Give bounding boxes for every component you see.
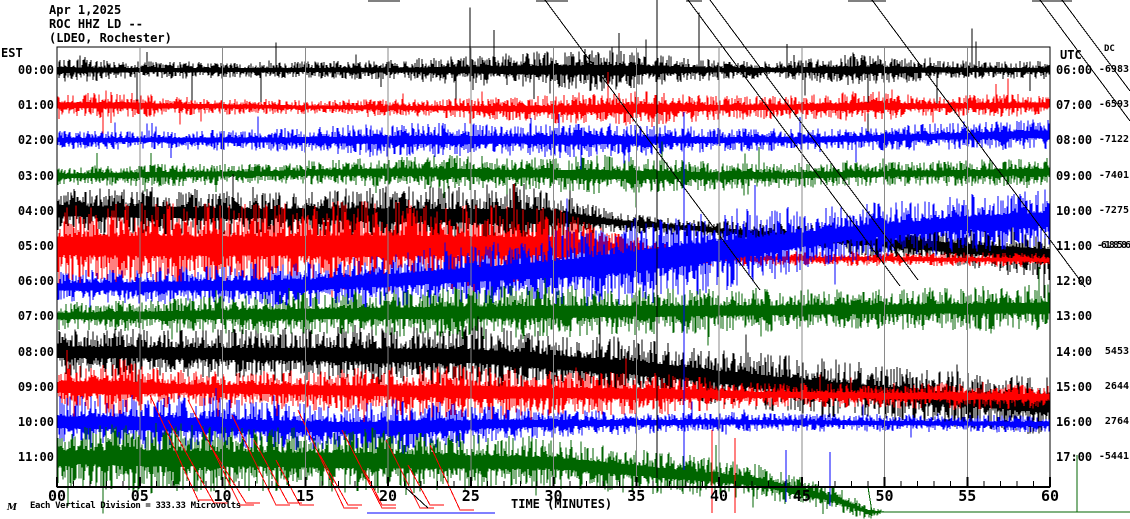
- trace-wrap-line: [253, 439, 302, 504]
- minute-tick-label: 20: [378, 487, 398, 505]
- trace-wrap-line: [149, 394, 212, 501]
- est-hour-label: 09:00: [17, 380, 54, 394]
- est-axis-title: EST: [1, 46, 23, 60]
- est-hour-label: 00:00: [17, 63, 54, 77]
- dc-value-label: -7401: [1098, 170, 1129, 181]
- utc-hour-label: 06:00: [1056, 63, 1093, 77]
- dc-value-label: -7122: [1098, 134, 1129, 145]
- dc-value-label: -6983: [1098, 64, 1129, 75]
- utc-hour-label: 09:00: [1056, 169, 1093, 183]
- trace-wrap-line: [319, 454, 362, 506]
- est-hour-label: 10:00: [17, 415, 54, 429]
- utc-hour-label: 08:00: [1056, 133, 1093, 147]
- minute-tick-label: 25: [461, 487, 480, 505]
- est-hour-label: 05:00: [17, 239, 54, 253]
- grid-layer: [139, 48, 968, 486]
- minute-tick-label: 40: [709, 487, 729, 505]
- trace-wrap-line: [687, 0, 901, 287]
- minute-tick-label: 60: [1040, 487, 1060, 505]
- logo-mark: M: [7, 503, 17, 513]
- minute-tick-label: 10: [213, 487, 232, 505]
- location-label: (LDEO, Rochester): [49, 31, 172, 45]
- trace-wrap-line: [429, 444, 474, 511]
- trace-wrap-line: [407, 464, 444, 506]
- trace-wrap-line: [544, 0, 761, 291]
- trace-wrap-line: [1039, 0, 1130, 122]
- minute-tick-label: 00: [47, 487, 67, 505]
- trace-wrap-line: [1061, 0, 1130, 92]
- trace-wrap-line: [404, 486, 429, 509]
- utc-hour-label: 07:00: [1056, 98, 1093, 112]
- dc-axis-title: DC: [1104, 44, 1115, 54]
- utc-hour-label: 11:00: [1056, 239, 1093, 253]
- trace-wrap-line: [275, 459, 314, 506]
- minute-tick-label: 35: [627, 487, 646, 505]
- minute-tick-label: 30: [544, 487, 563, 505]
- utc-hour-label: 15:00: [1056, 380, 1093, 394]
- utc-hour-label: 13:00: [1056, 309, 1093, 323]
- est-hour-label: 04:00: [17, 204, 54, 218]
- est-hour-label: 02:00: [17, 133, 54, 147]
- utc-hour-label: 14:00: [1056, 345, 1093, 359]
- utc-hour-label: 16:00: [1056, 415, 1093, 429]
- minute-tick-label: 05: [130, 487, 149, 505]
- trace-wrap-line: [187, 399, 254, 506]
- utc-hour-label: 17:00: [1056, 450, 1093, 464]
- utc-hour-label: 10:00: [1056, 204, 1093, 218]
- est-hour-label: 01:00: [17, 98, 54, 112]
- dc-value-label: -7275: [1098, 205, 1129, 216]
- est-hour-label: 11:00: [17, 450, 54, 464]
- trace-wrap-line: [341, 429, 396, 509]
- trace-wrap-line: [167, 419, 228, 504]
- minute-tick-label: 50: [875, 487, 894, 505]
- scale-note: Each Vertical Division = 333.33 Microvol…: [30, 501, 241, 511]
- time-axis-label: TIME (MINUTES): [511, 497, 613, 511]
- est-hour-label: 06:00: [17, 274, 54, 288]
- trace-wrap-line: [867, 486, 1130, 513]
- frame-layer: [56, 46, 1051, 488]
- utc-hour-label: 12:00: [1056, 274, 1093, 288]
- dc-value-label: 2764: [1104, 416, 1129, 427]
- est-hour-label: 08:00: [17, 345, 54, 359]
- est-hour-label: 03:00: [17, 169, 54, 183]
- trace-wrap-line: [363, 469, 396, 506]
- station-label: ROC HHZ LD --: [49, 17, 143, 31]
- dc-value-label: -6593: [1098, 99, 1129, 110]
- dc-value-label: 2644: [1104, 381, 1129, 392]
- trace-wrap-line: [231, 414, 290, 506]
- minute-tick-label: 55: [958, 487, 977, 505]
- utc-axis-title: UTC: [1060, 48, 1082, 62]
- trace-wrap-line: [297, 409, 358, 509]
- dc-value-label: -5441: [1098, 451, 1129, 462]
- est-hour-label: 07:00: [17, 309, 54, 323]
- minute-tick-label: 15: [296, 487, 315, 505]
- dc-value-label: -6188586: [1096, 240, 1130, 251]
- dc-value-label: 5453: [1104, 346, 1129, 357]
- date-label: Apr 1,2025: [49, 3, 122, 17]
- trace-wrap-line: [385, 439, 434, 509]
- minute-tick-label: 45: [792, 487, 811, 505]
